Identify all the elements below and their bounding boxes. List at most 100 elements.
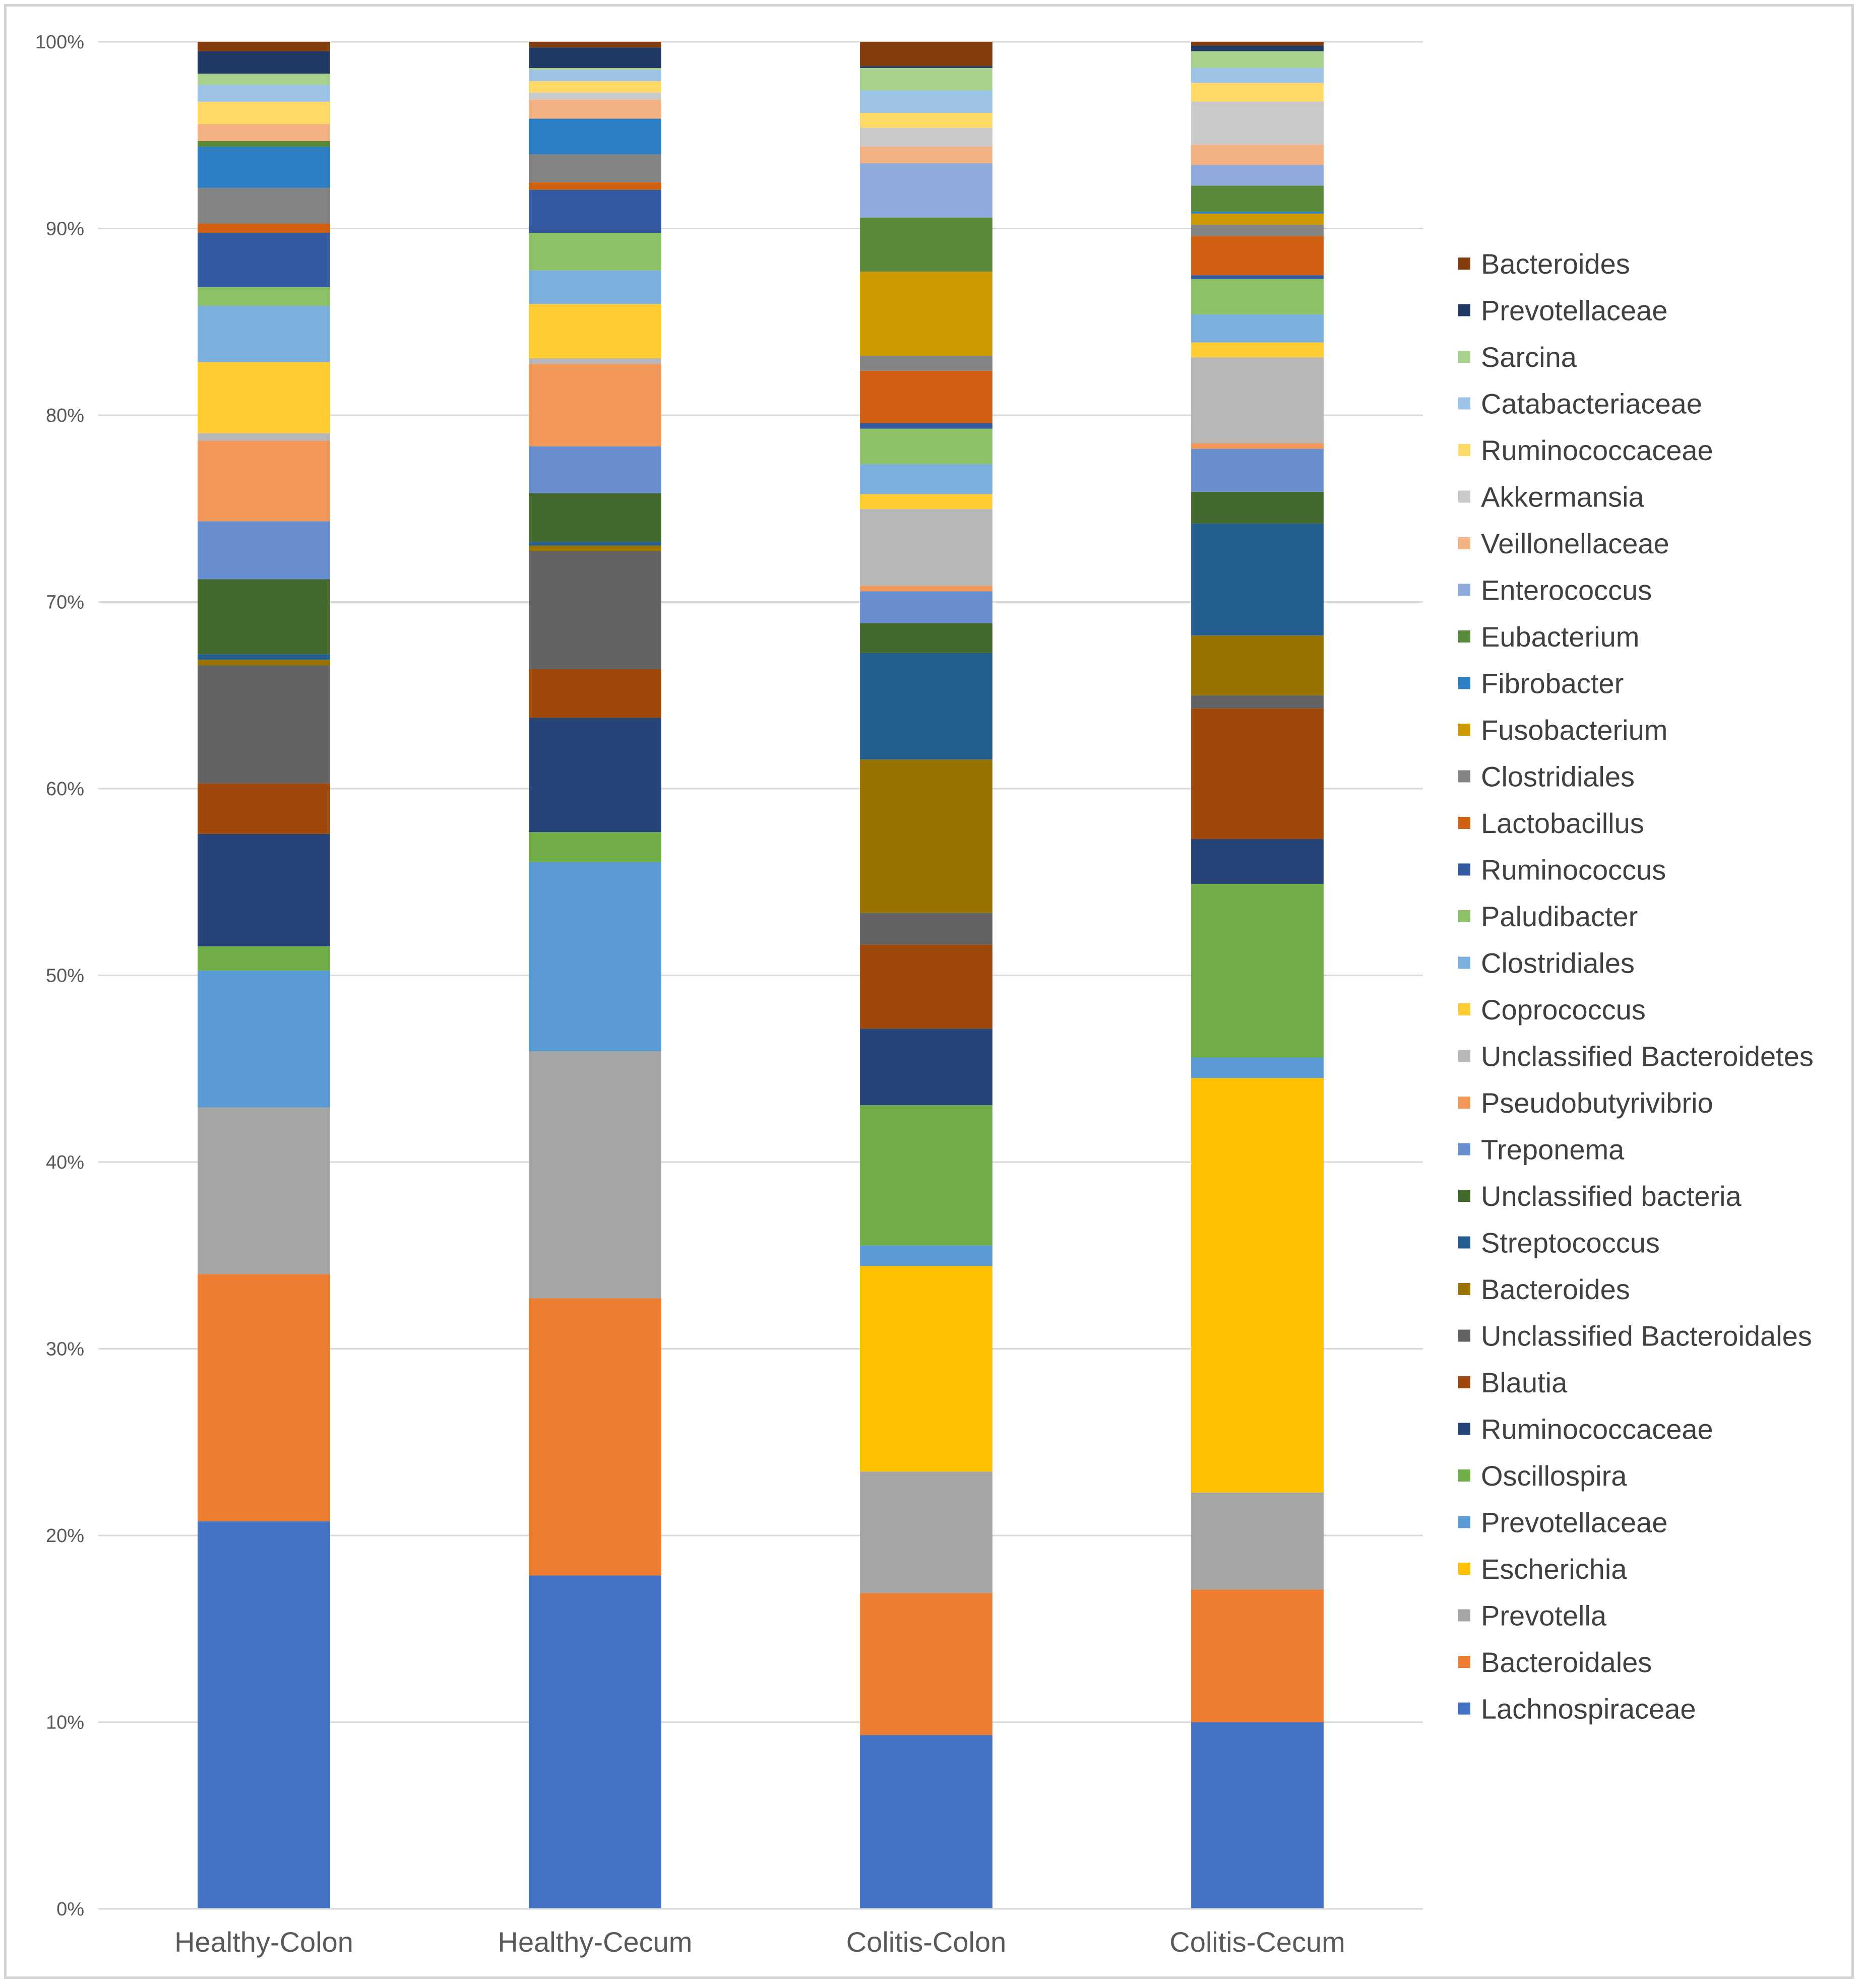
bar-segment xyxy=(529,832,661,862)
legend-swatch xyxy=(1458,817,1470,829)
bar-segment xyxy=(1191,448,1324,492)
legend-swatch xyxy=(1458,1236,1470,1249)
legend-swatch xyxy=(1458,584,1470,596)
bar-segment xyxy=(1191,212,1324,214)
y-tick-label: 0% xyxy=(56,1899,84,1920)
legend-swatch xyxy=(1458,1469,1470,1482)
legend-swatch xyxy=(1458,1376,1470,1388)
bar-segment xyxy=(529,542,661,546)
bar-segment xyxy=(198,665,330,784)
legend-label: Ruminococcaceae xyxy=(1481,1414,1713,1445)
legend-swatch xyxy=(1458,724,1470,736)
y-tick-label: 50% xyxy=(46,966,84,987)
legend-label: Fibrobacter xyxy=(1481,668,1624,699)
legend-entry: Streptococcus xyxy=(1458,1227,1660,1259)
bar-segment xyxy=(529,154,661,182)
bar-segment xyxy=(1191,635,1324,695)
legend-entry: Clostridiales xyxy=(1458,947,1635,979)
bar-segment xyxy=(529,364,661,446)
bar-segment xyxy=(860,623,992,653)
legend-swatch xyxy=(1458,1050,1470,1062)
legend-entry: Treponema xyxy=(1458,1134,1625,1166)
bar-segment xyxy=(198,654,330,660)
legend-label: Prevotella xyxy=(1481,1600,1607,1632)
bar-segment xyxy=(529,718,661,832)
bar-segment xyxy=(529,493,661,542)
bar-segment xyxy=(1191,83,1324,102)
legend-label: Paludibacter xyxy=(1481,901,1638,932)
legend-entry: Akkermansia xyxy=(1458,481,1645,513)
bars xyxy=(198,42,1324,1909)
bar-segment xyxy=(529,100,661,119)
bar-segment xyxy=(198,287,330,306)
bar-segment xyxy=(529,47,661,69)
bar-segment xyxy=(198,147,330,188)
bar-segment xyxy=(860,90,992,113)
bar-segment xyxy=(860,494,992,509)
bar-segment xyxy=(529,233,661,271)
bar-segment xyxy=(1191,357,1324,443)
legend-entry: Bacteroides xyxy=(1458,1273,1630,1305)
legend-swatch xyxy=(1458,1516,1470,1528)
legend-entry: Fibrobacter xyxy=(1458,668,1624,699)
bar-segment xyxy=(529,545,661,551)
y-tick-label: 100% xyxy=(35,32,84,53)
bar-segment xyxy=(529,189,661,233)
bar-segment xyxy=(529,68,661,70)
legend-label: Unclassified Bacteroidales xyxy=(1481,1320,1812,1352)
bar-segment xyxy=(198,1107,330,1274)
legend-label: Sarcina xyxy=(1481,341,1577,373)
x-category-label: Healthy-Cecum xyxy=(498,1926,693,1958)
bar-segment xyxy=(860,1245,992,1266)
y-tick-label: 30% xyxy=(46,1339,84,1360)
legend-label: Unclassified bacteria xyxy=(1481,1180,1742,1212)
legend-entry: Lactobacillus xyxy=(1458,807,1644,839)
bar-segment xyxy=(1191,883,1324,1058)
chart-area: 0% 10% 20% 30% 40% 50% 60% 70% 80% 90% 100% Health… xyxy=(4,4,1854,1979)
bar-segment xyxy=(529,42,661,48)
bar-segment xyxy=(1191,342,1324,358)
x-axis-categories: Healthy-Colon Healthy-Cecum Colitis-Colon C… xyxy=(174,1926,1345,1958)
legend-swatch xyxy=(1458,1656,1470,1668)
y-tick-label: 60% xyxy=(46,779,84,800)
bar-segment xyxy=(1191,101,1324,145)
bar-segment xyxy=(860,272,992,356)
bar-segment xyxy=(1191,213,1324,225)
y-tick-label: 80% xyxy=(46,405,84,426)
legend-label: Eubacterium xyxy=(1481,621,1639,653)
y-tick-label: 90% xyxy=(46,219,84,240)
bar-segment xyxy=(860,1735,992,1909)
legend-swatch xyxy=(1458,490,1470,503)
bar-segment xyxy=(198,1521,330,1909)
legend-label: Bacteroidales xyxy=(1481,1646,1652,1678)
bar-segment xyxy=(1191,1492,1324,1590)
legend-swatch xyxy=(1458,1329,1470,1342)
bar-segment xyxy=(1191,144,1324,165)
legend-label: Escherichia xyxy=(1481,1553,1627,1585)
bar-segment xyxy=(198,187,330,224)
bar-segment xyxy=(1191,42,1324,46)
bar-segment xyxy=(860,68,992,91)
legend-entry: Clostridiales xyxy=(1458,761,1635,793)
y-tick-label: 20% xyxy=(46,1525,84,1547)
legend-swatch xyxy=(1458,863,1470,876)
legend-label: Coprococcus xyxy=(1481,994,1646,1025)
bar-segment xyxy=(1191,443,1324,449)
bar-segment xyxy=(860,913,992,945)
bar-segment xyxy=(529,304,661,359)
legend-label: Prevotellaceae xyxy=(1481,1507,1667,1538)
bar-segment xyxy=(198,51,330,74)
legend-label: Fusobacterium xyxy=(1481,714,1667,746)
bar-segment xyxy=(860,586,992,592)
bar-segment xyxy=(529,81,661,93)
bar-segment xyxy=(198,42,330,51)
legend-label: Bacteroides xyxy=(1481,1273,1630,1305)
legend-entry: Pseudobutyrivibrio xyxy=(1458,1087,1713,1119)
legend-label: Ruminococcus xyxy=(1481,854,1666,886)
legend-label: Treponema xyxy=(1481,1134,1625,1166)
legend-entry: Bacteroides xyxy=(1458,248,1630,280)
legend-entry: Unclassified bacteria xyxy=(1458,1180,1742,1212)
x-category-label: Colitis-Cecum xyxy=(1169,1926,1345,1958)
bar-segment xyxy=(1191,236,1324,276)
bar-segment xyxy=(1191,275,1324,279)
